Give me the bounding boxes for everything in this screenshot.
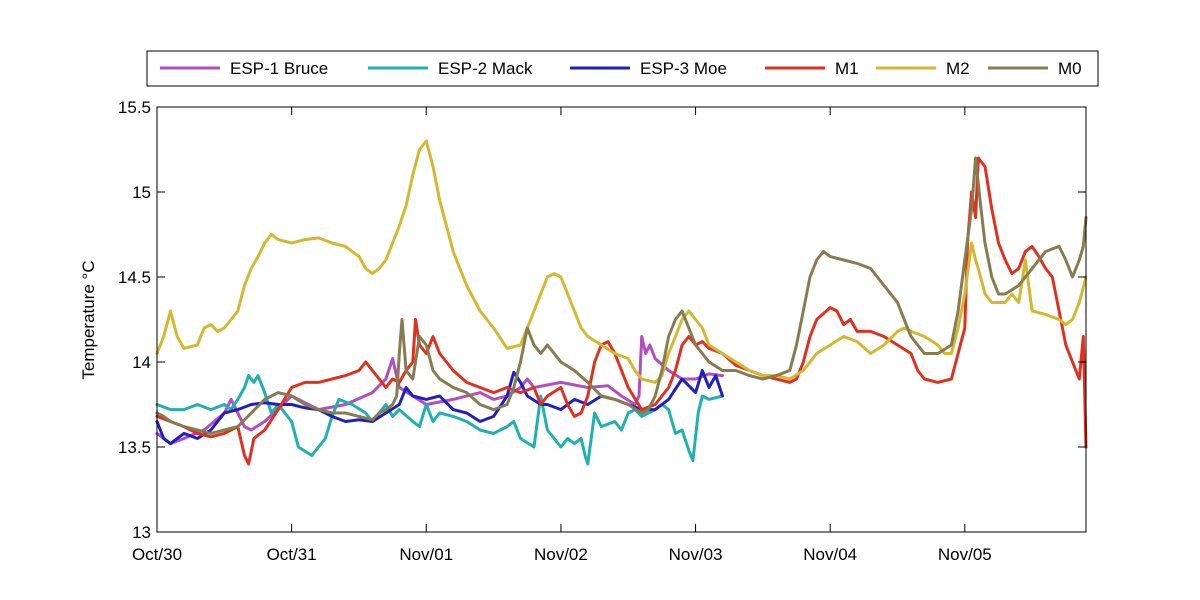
legend-label: ESP-2 Mack	[438, 59, 533, 78]
x-tick-label: Nov/02	[534, 545, 588, 564]
x-axis: Oct/30 Oct/31 Nov/01 Nov/02 Nov/03 Nov/04 Nov/…	[132, 107, 992, 564]
series-layer	[155, 139, 1088, 466]
x-tick-label: Nov/01	[399, 545, 453, 564]
y-axis: 13 13.5 14 14.5 15 15.5	[118, 98, 1086, 542]
y-tick-label: 14.5	[118, 268, 151, 287]
plot-frame	[156, 106, 1087, 533]
y-tick-label: 13.5	[118, 438, 151, 457]
legend: ESP-1 Bruce ESP-2 Mack ESP-3 Moe M1 M2 M0	[146, 50, 1099, 87]
plot-area	[157, 107, 1086, 532]
series-line-5	[155, 156, 1088, 435]
x-tick-label: Oct/31	[267, 545, 317, 564]
x-tick-label: Oct/30	[132, 545, 182, 564]
x-tick-label: Nov/04	[803, 545, 857, 564]
y-axis-label: Temperature °C	[79, 260, 98, 379]
y-tick-label: 15.5	[118, 98, 151, 117]
legend-label: M1	[835, 59, 859, 78]
x-tick-label: Nov/05	[938, 545, 992, 564]
y-tick-label: 13	[132, 523, 151, 542]
series-line-4	[155, 139, 1088, 384]
series-line-1	[155, 374, 724, 466]
series-line-0	[155, 335, 724, 446]
x-tick-label: Nov/03	[669, 545, 723, 564]
legend-label: M2	[946, 59, 970, 78]
y-tick-label: 15	[132, 183, 151, 202]
legend-label: ESP-3 Moe	[640, 59, 727, 78]
y-tick-label: 14	[132, 353, 151, 372]
legend-label: M0	[1058, 59, 1082, 78]
legend-label: ESP-1 Bruce	[230, 59, 328, 78]
